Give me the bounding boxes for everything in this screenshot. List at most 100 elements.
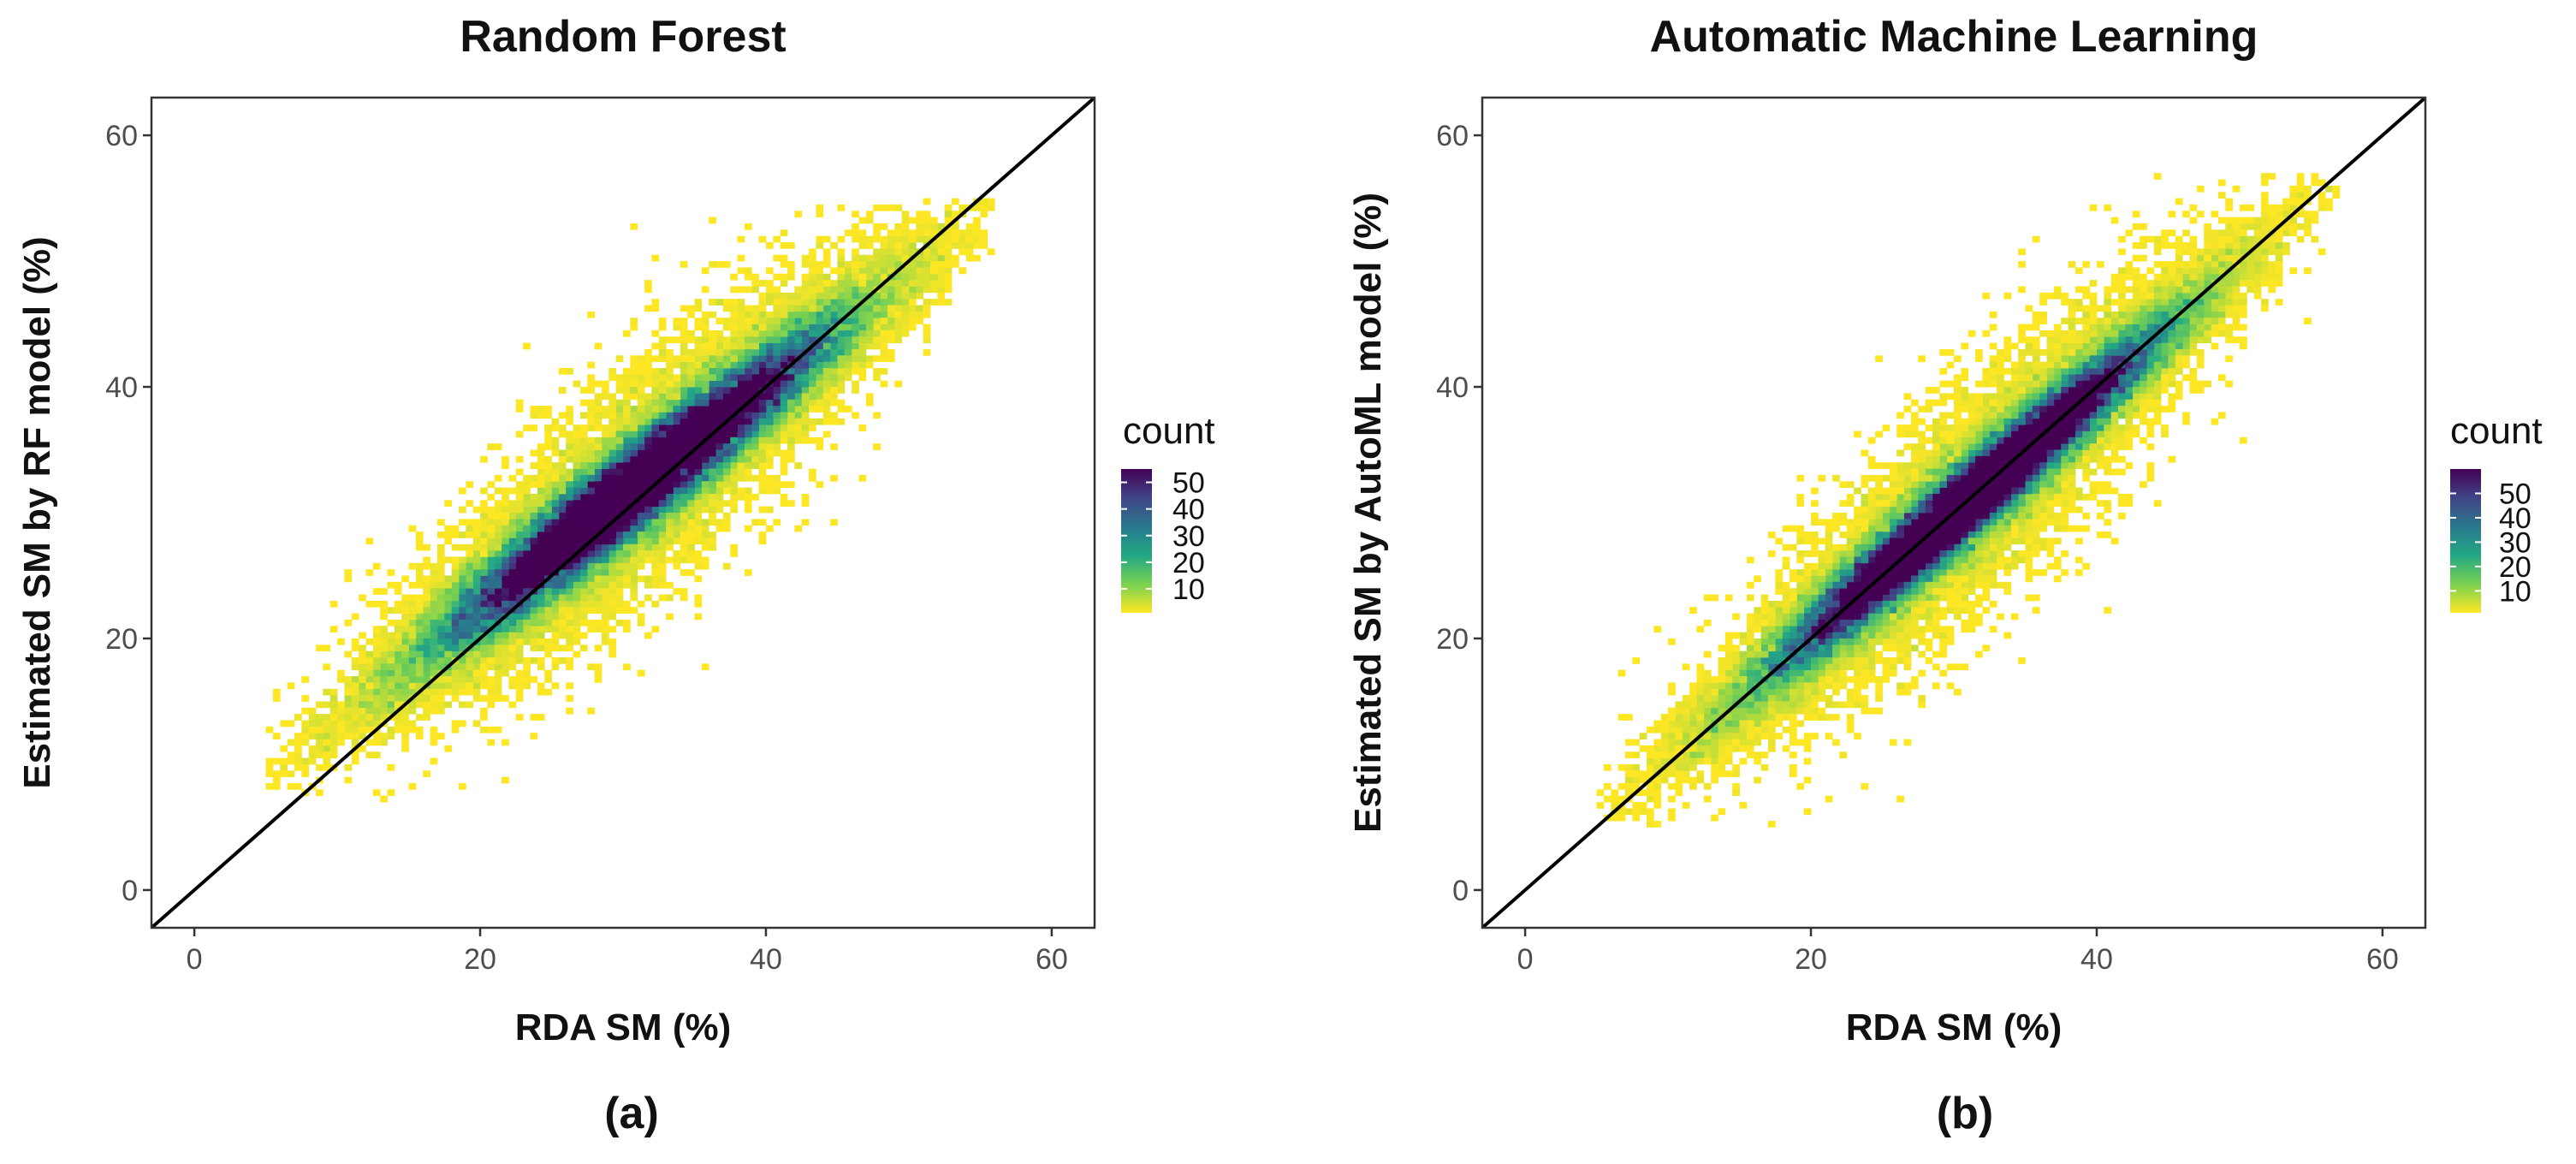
density-bin — [372, 650, 381, 658]
density-bin — [2239, 299, 2247, 306]
density-bin — [601, 532, 609, 538]
density-bin — [816, 273, 824, 281]
density-bin — [1982, 468, 1991, 476]
density-bin — [666, 474, 674, 482]
density-bin — [1796, 607, 1805, 614]
density-bin — [1867, 525, 1876, 532]
density-bin — [1754, 776, 1761, 784]
density-bin — [544, 588, 552, 595]
density-bin — [715, 261, 724, 268]
density-bin — [558, 474, 567, 482]
density-bin — [1647, 770, 1654, 778]
density-bin — [494, 663, 502, 671]
density-bin — [466, 588, 474, 595]
density-bin — [658, 519, 667, 526]
density-bin — [1989, 355, 1997, 363]
density-bin — [773, 519, 781, 526]
density-bin — [2061, 474, 2069, 482]
density-bin — [1718, 669, 1726, 677]
density-bin — [744, 418, 752, 425]
density-bin — [1796, 613, 1805, 621]
density-bin — [1746, 726, 1754, 733]
density-bin — [480, 644, 488, 652]
density-bin — [680, 348, 688, 356]
density-bin — [822, 292, 831, 300]
density-bin — [1939, 399, 1948, 407]
density-bin — [680, 342, 688, 350]
density-bin — [1910, 644, 1919, 652]
density-bin — [436, 600, 445, 608]
density-bin — [579, 632, 588, 639]
density-bin — [1711, 733, 1718, 739]
density-bin — [472, 607, 481, 614]
density-bin — [1882, 619, 1890, 627]
density-bin — [830, 418, 838, 425]
density-bin — [316, 745, 323, 752]
density-bin — [1839, 663, 1848, 671]
density-bin — [658, 324, 667, 331]
density-bin — [587, 600, 596, 608]
density-bin — [694, 575, 703, 583]
density-bin — [944, 211, 953, 218]
density-bin — [908, 242, 917, 249]
density-bin — [651, 626, 660, 633]
density-bin — [737, 324, 745, 331]
density-bin — [1939, 581, 1948, 589]
density-bin — [701, 462, 709, 469]
density-bin — [566, 575, 573, 583]
density-bin — [1782, 613, 1790, 621]
density-bin — [415, 562, 424, 570]
density-bin — [2153, 235, 2162, 243]
density-bin — [2153, 273, 2162, 281]
density-bin — [751, 311, 760, 318]
density-bin — [2074, 342, 2083, 350]
density-bin — [1989, 525, 1997, 532]
density-bin — [2153, 412, 2162, 419]
density-bin — [2239, 273, 2247, 281]
density-bin — [644, 406, 652, 413]
density-bin — [1839, 638, 1848, 645]
density-bin — [1760, 657, 1769, 664]
density-bin — [830, 412, 838, 419]
density-bin — [2061, 399, 2069, 407]
density-bin — [1939, 513, 1948, 520]
density-bin — [901, 305, 910, 312]
density-bin — [651, 493, 660, 501]
density-bin — [880, 242, 888, 249]
density-bin — [1861, 537, 1869, 545]
density-bin — [880, 318, 888, 324]
density-bin — [630, 581, 638, 589]
density-bin — [1811, 644, 1819, 652]
density-bin — [2096, 412, 2104, 419]
density-bin — [694, 481, 703, 489]
density-bin — [466, 519, 474, 526]
density-bin — [2175, 242, 2183, 249]
density-bin — [1724, 669, 1733, 677]
density-bin — [608, 468, 617, 476]
density-bin — [758, 355, 767, 363]
density-bin — [773, 235, 781, 243]
density-bin — [2161, 286, 2169, 294]
density-bin — [1782, 688, 1790, 696]
density-bin — [2018, 248, 2026, 256]
density-bin — [615, 581, 624, 589]
density-bin — [2053, 380, 2062, 388]
density-bin — [615, 493, 624, 501]
density-bin — [2039, 387, 2047, 394]
density-bin — [1696, 676, 1705, 683]
density-bin — [794, 305, 803, 312]
density-bin — [2053, 348, 2062, 356]
density-bin — [344, 650, 353, 658]
density-bin — [887, 280, 895, 287]
density-bin — [901, 311, 910, 318]
density-bin — [908, 286, 917, 294]
density-bin — [466, 657, 474, 664]
density-bin — [816, 211, 824, 218]
density-bin — [1754, 638, 1761, 645]
density-bin — [1854, 701, 1861, 709]
density-bin — [394, 650, 402, 658]
density-bin — [887, 286, 895, 294]
density-bin — [1975, 600, 1983, 608]
density-bin — [809, 361, 816, 369]
density-bin — [2096, 355, 2104, 363]
